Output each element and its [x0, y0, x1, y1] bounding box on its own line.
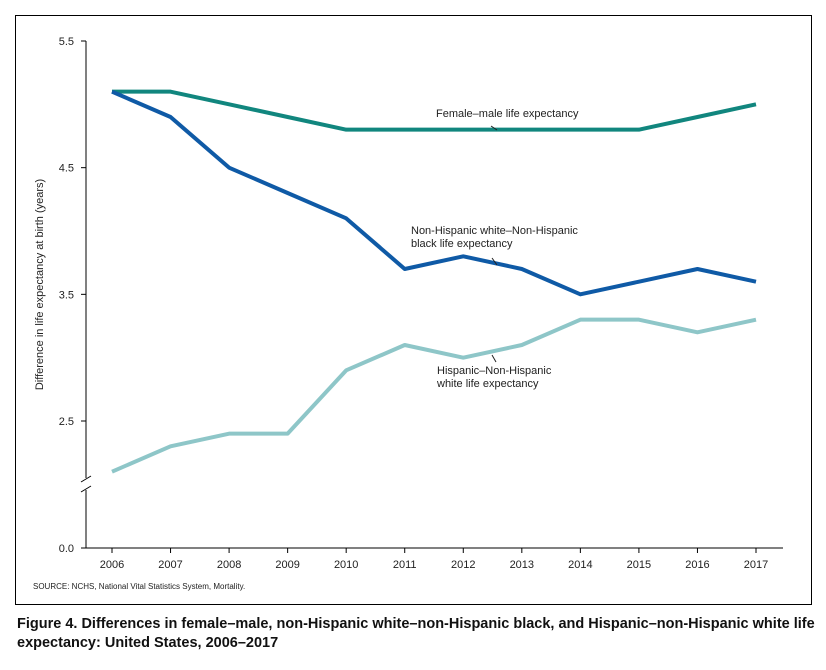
- x-tick-label: 2006: [100, 559, 124, 571]
- y-tick-label: 5.5: [59, 36, 74, 48]
- y-tick-label: 3.5: [59, 289, 74, 301]
- series-label-leader: [491, 257, 498, 266]
- x-tick-label: 2014: [568, 559, 592, 571]
- series-label-line: Hispanic–Non-Hispanic: [437, 365, 552, 377]
- x-tick-label: 2015: [627, 559, 651, 571]
- y-tick-label: 2.5: [59, 416, 74, 428]
- x-tick-label: 2013: [510, 559, 534, 571]
- y-axis-break-mark: [80, 475, 92, 483]
- series-label: Non-Hispanic white–Non-Hispanic black lif…: [411, 225, 578, 250]
- series-label-leader: [491, 354, 497, 363]
- series-label-line: white life expectancy: [436, 378, 539, 390]
- series-labels: Female–male life expectancy Non-Hispanic …: [411, 108, 579, 390]
- x-tick-label: 2011: [393, 559, 417, 571]
- y-tick-label: 0.0: [59, 543, 74, 555]
- x-tick-label: 2008: [217, 559, 241, 571]
- x-tick-label: 2016: [685, 559, 709, 571]
- x-tick-label: 2010: [334, 559, 358, 571]
- x-tick-label: 2017: [744, 559, 768, 571]
- x-tick-label: 2009: [275, 559, 299, 571]
- series-lines: [111, 89, 757, 474]
- axes: 0.0 2.5 3.5 4.5 5.5 2006 2007 2008 2009 2010 2011 2…: [34, 36, 783, 571]
- y-axis-title: Difference in life expectancy at birth (…: [34, 179, 46, 390]
- x-tick-label: 2012: [451, 559, 475, 571]
- figure-caption: Figure 4. Differences in female–male, no…: [17, 616, 815, 651]
- series-line: [112, 89, 757, 132]
- series-line: [111, 89, 757, 297]
- line-chart: 0.0 2.5 3.5 4.5 5.5 2006 2007 2008 2009 2010 2011 2…: [34, 36, 783, 571]
- series-label-leader: [490, 125, 498, 131]
- y-axis-break-mark: [80, 485, 92, 493]
- series-label-line: Female–male life expectancy: [436, 108, 579, 120]
- series-label: Hispanic–Non-Hispanic white life expectan…: [436, 365, 552, 390]
- series-label-line: black life expectancy: [411, 238, 513, 250]
- series-label: Female–male life expectancy: [436, 108, 579, 120]
- x-tick-label: 2007: [158, 559, 182, 571]
- series-label-line: Non-Hispanic white–Non-Hispanic: [411, 225, 578, 237]
- chart-frame: 0.0 2.5 3.5 4.5 5.5 2006 2007 2008 2009 2010 2011 2…: [15, 15, 812, 605]
- series-line: [111, 317, 757, 474]
- source-note: SOURCE: NCHS, National Vital Statistics …: [33, 582, 246, 591]
- y-tick-label: 4.5: [59, 163, 74, 175]
